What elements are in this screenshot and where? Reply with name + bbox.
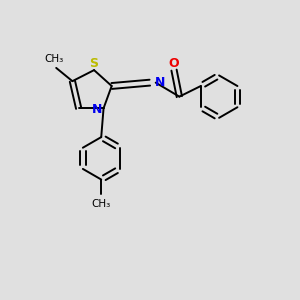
Text: O: O [169,57,179,70]
Text: N: N [155,76,166,89]
Text: S: S [90,57,99,70]
Text: CH₃: CH₃ [92,199,111,209]
Text: CH₃: CH₃ [44,54,64,64]
Text: N: N [92,103,102,116]
